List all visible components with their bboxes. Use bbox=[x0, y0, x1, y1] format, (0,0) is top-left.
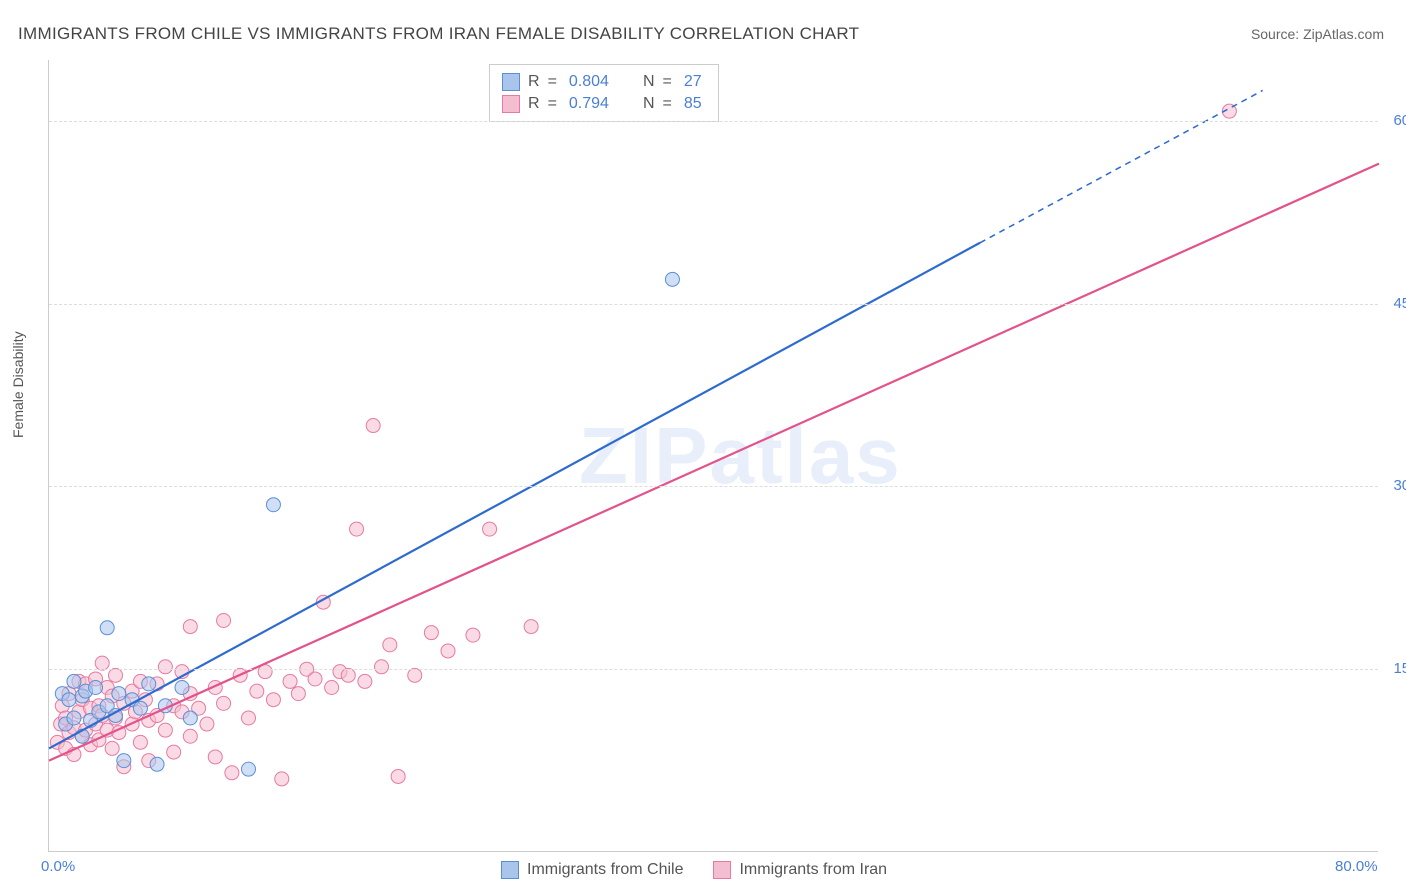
scatter-point bbox=[200, 717, 214, 731]
scatter-point bbox=[665, 272, 679, 286]
scatter-point bbox=[266, 498, 280, 512]
y-tick-label: 45.0% bbox=[1393, 295, 1406, 312]
y-tick-label: 15.0% bbox=[1393, 660, 1406, 677]
y-tick-label: 30.0% bbox=[1393, 477, 1406, 494]
scatter-point bbox=[441, 644, 455, 658]
scatter-point bbox=[408, 668, 422, 682]
scatter-point bbox=[424, 626, 438, 640]
scatter-point bbox=[150, 757, 164, 771]
scatter-point bbox=[375, 660, 389, 674]
legend-item: Immigrants from Chile bbox=[501, 861, 683, 879]
scatter-point bbox=[167, 745, 181, 759]
gridline bbox=[49, 486, 1378, 487]
scatter-point bbox=[183, 729, 197, 743]
scatter-point bbox=[242, 711, 256, 725]
gridline bbox=[49, 669, 1378, 670]
legend-swatch-icon bbox=[502, 95, 520, 113]
scatter-point bbox=[383, 638, 397, 652]
scatter-point bbox=[183, 711, 197, 725]
series-legend: Immigrants from Chile Immigrants from Ira… bbox=[501, 861, 887, 879]
scatter-point bbox=[391, 769, 405, 783]
legend-swatch-icon bbox=[713, 861, 731, 879]
scatter-point bbox=[325, 681, 339, 695]
scatter-point bbox=[217, 696, 231, 710]
legend-swatch-icon bbox=[502, 73, 520, 91]
scatter-point bbox=[158, 660, 172, 674]
source-attribution: Source: ZipAtlas.com bbox=[1251, 26, 1384, 42]
legend-row: R=0.804N=27 bbox=[502, 71, 706, 93]
scatter-point bbox=[158, 723, 172, 737]
scatter-point bbox=[283, 674, 297, 688]
scatter-point bbox=[112, 687, 126, 701]
scatter-point bbox=[341, 668, 355, 682]
scatter-point bbox=[62, 693, 76, 707]
gridline bbox=[49, 304, 1378, 305]
chart-title: IMMIGRANTS FROM CHILE VS IMMIGRANTS FROM… bbox=[18, 24, 859, 44]
regression-line bbox=[49, 164, 1379, 761]
scatter-point bbox=[466, 628, 480, 642]
plot-area: ZIPatlas R=0.804N=27R=0.794N=85 Immigran… bbox=[48, 60, 1378, 852]
scatter-point bbox=[109, 668, 123, 682]
scatter-point bbox=[524, 620, 538, 634]
regression-line bbox=[49, 243, 980, 749]
scatter-point bbox=[308, 672, 322, 686]
scatter-point bbox=[89, 681, 103, 695]
scatter-point bbox=[117, 754, 131, 768]
scatter-point bbox=[133, 701, 147, 715]
regression-line-dashed bbox=[980, 90, 1263, 242]
scatter-point bbox=[291, 687, 305, 701]
scatter-point bbox=[217, 613, 231, 627]
legend-item: Immigrants from Iran bbox=[713, 861, 887, 879]
scatter-point bbox=[225, 766, 239, 780]
scatter-point bbox=[275, 772, 289, 786]
scatter-point bbox=[105, 741, 119, 755]
gridline bbox=[49, 121, 1378, 122]
x-tick-label: 0.0% bbox=[41, 858, 75, 875]
x-tick-label: 80.0% bbox=[1335, 858, 1378, 875]
legend-row: R=0.794N=85 bbox=[502, 93, 706, 115]
y-axis-label: Female Disability bbox=[10, 331, 26, 438]
scatter-point bbox=[183, 620, 197, 634]
scatter-point bbox=[175, 681, 189, 695]
scatter-point bbox=[100, 621, 114, 635]
scatter-point bbox=[67, 711, 81, 725]
scatter-point bbox=[250, 684, 264, 698]
y-tick-label: 60.0% bbox=[1393, 112, 1406, 129]
scatter-point bbox=[95, 656, 109, 670]
scatter-point bbox=[350, 522, 364, 536]
scatter-point bbox=[366, 419, 380, 433]
chart-container: IMMIGRANTS FROM CHILE VS IMMIGRANTS FROM… bbox=[0, 0, 1406, 892]
correlation-legend: R=0.804N=27R=0.794N=85 bbox=[489, 64, 719, 122]
scatter-point bbox=[208, 750, 222, 764]
scatter-point bbox=[266, 693, 280, 707]
scatter-point bbox=[483, 522, 497, 536]
scatter-point bbox=[142, 677, 156, 691]
scatter-point bbox=[242, 762, 256, 776]
scatter-point bbox=[358, 674, 372, 688]
scatter-point bbox=[67, 674, 81, 688]
legend-swatch-icon bbox=[501, 861, 519, 879]
scatter-point bbox=[133, 735, 147, 749]
scatter-plot-svg bbox=[49, 60, 1378, 851]
